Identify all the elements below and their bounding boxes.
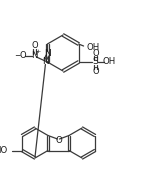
- Text: O: O: [19, 51, 26, 60]
- Text: OH: OH: [103, 57, 116, 66]
- Text: N: N: [42, 57, 49, 66]
- Text: −: −: [14, 51, 20, 60]
- Text: OH: OH: [87, 44, 100, 53]
- Text: O: O: [92, 48, 99, 57]
- Text: HO: HO: [0, 146, 7, 155]
- Text: N: N: [31, 51, 38, 60]
- Text: S: S: [93, 57, 98, 66]
- Text: O: O: [31, 42, 38, 51]
- Text: N: N: [44, 48, 51, 57]
- Text: +: +: [35, 49, 40, 54]
- Text: O: O: [92, 66, 99, 75]
- Text: O: O: [55, 136, 62, 145]
